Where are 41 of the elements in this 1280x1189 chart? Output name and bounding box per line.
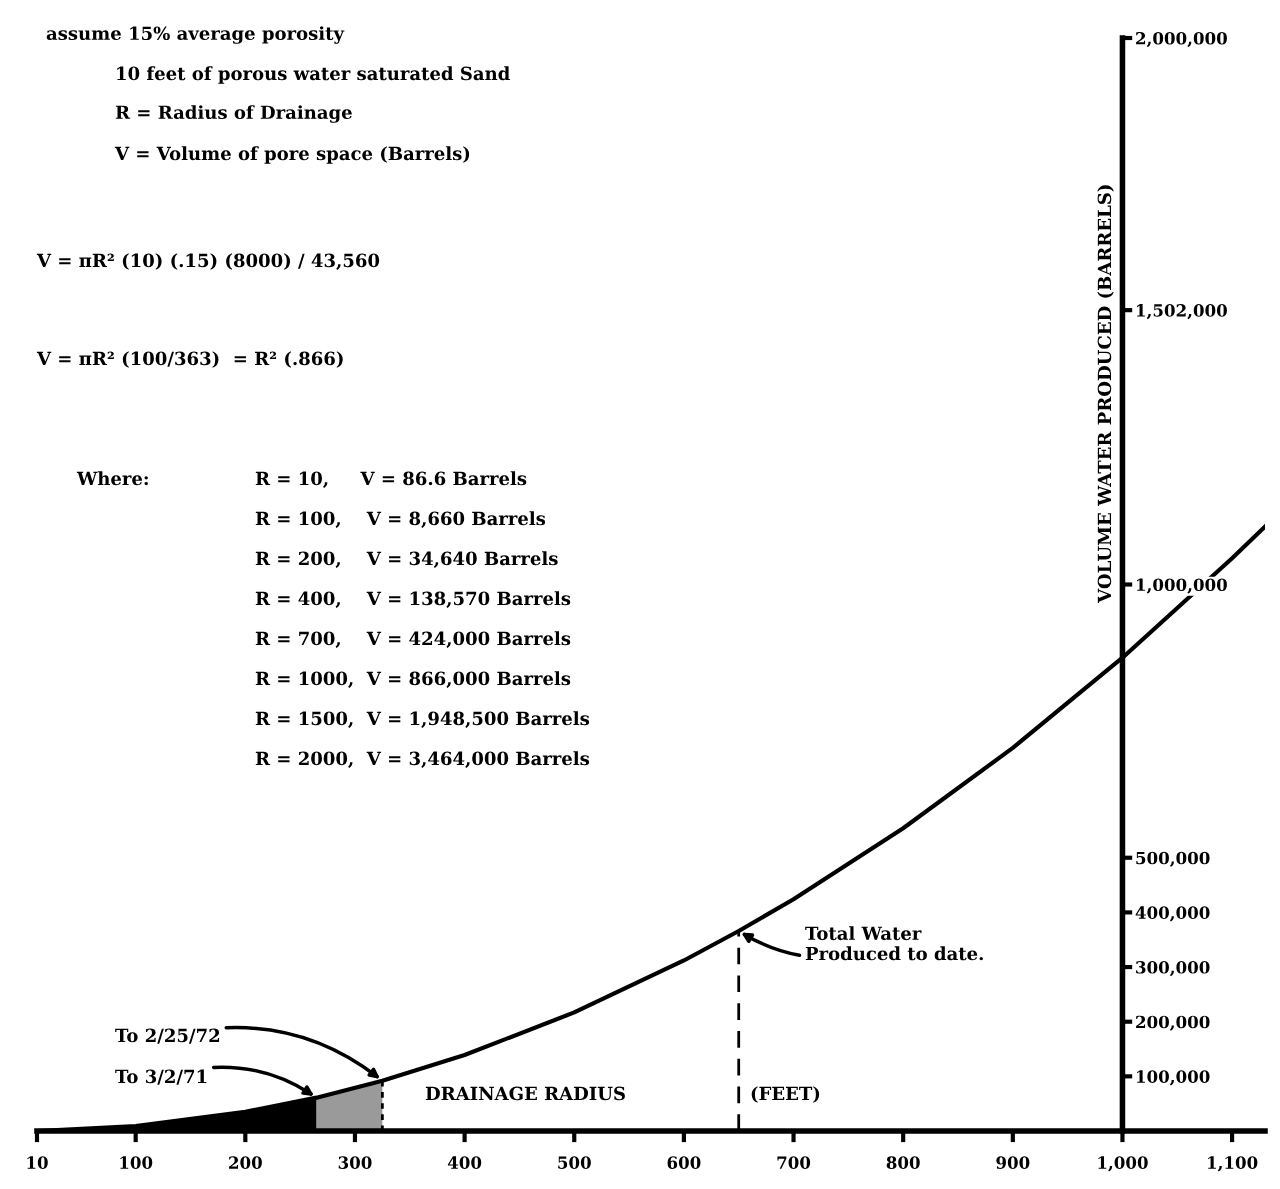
y-tick-label: 2,000,000 — [1136, 31, 1227, 48]
annotation: To 3/2/71 — [115, 1069, 207, 1085]
annotation: 10 feet of porous water saturated Sand — [117, 66, 510, 84]
x-tick-label: 900 — [996, 1156, 1030, 1169]
x-tick-label: 10 — [27, 1156, 48, 1169]
annotation: V = Volume of pore space (Barrels) — [114, 146, 470, 164]
annotation: (FEET) — [751, 1086, 820, 1103]
annotation: R = 400, V = 138,570 Barrels — [255, 591, 571, 608]
x-tick-label: 700 — [777, 1156, 811, 1169]
annotation: DRAINAGE RADIUS — [425, 1086, 625, 1101]
annotation: Where: — [76, 471, 148, 486]
y-tick-label: 500,000 — [1136, 851, 1210, 867]
annotation: R = 2000, V = 3,464,000 Barrels — [255, 751, 590, 768]
annotation: R = 1000, V = 866,000 Barrels — [255, 671, 571, 688]
y-tick-label: 200,000 — [1136, 1015, 1210, 1031]
annotation: V = πR² (100/363) = R² (.866) — [36, 351, 343, 368]
y-tick-label: 300,000 — [1136, 961, 1210, 977]
annotation: R = 200, V = 34,640 Barrels — [255, 551, 558, 568]
x-tick-label: 300 — [338, 1156, 372, 1169]
x-tick-label: 500 — [558, 1156, 591, 1169]
x-tick-label: 800 — [886, 1156, 920, 1169]
x-tick-label: 100 — [120, 1156, 153, 1169]
annotation: R = 100, V = 8,660 Barrels — [255, 511, 546, 528]
y-axis-title: VOLUME WATER PRODUCED (BARRELS) — [1097, 185, 1114, 603]
annotation: assume 15% average porosity — [46, 26, 345, 44]
x-tick-label: 200 — [229, 1156, 262, 1169]
annotation: R = 1500, V = 1,948,500 Barrels — [255, 711, 590, 728]
y-tick-label: 1,000,000 — [1137, 578, 1227, 594]
x-tick-label: 600 — [667, 1156, 701, 1169]
annotation: To 2/25/72 — [115, 1028, 220, 1044]
x-tick-label: 1,000 — [1098, 1156, 1148, 1172]
y-tick-label: 100,000 — [1137, 1070, 1210, 1086]
x-tick-label: 1,100 — [1208, 1156, 1258, 1172]
annotation: V = πR² (10) (.15) (8000) / 43,560 — [36, 253, 380, 270]
x-tick-label: 400 — [447, 1156, 482, 1169]
y-tick-label: 400,000 — [1135, 906, 1210, 922]
annotation: R = 700, V = 424,000 Barrels — [255, 631, 571, 648]
y-tick-label: 1,502,000 — [1137, 304, 1227, 320]
annotation: R = 10, V = 86.6 Barrels — [255, 471, 527, 488]
annotation: Total Water Produced to date. — [805, 926, 983, 961]
annotation: R = Radius of Drainage — [115, 105, 352, 123]
